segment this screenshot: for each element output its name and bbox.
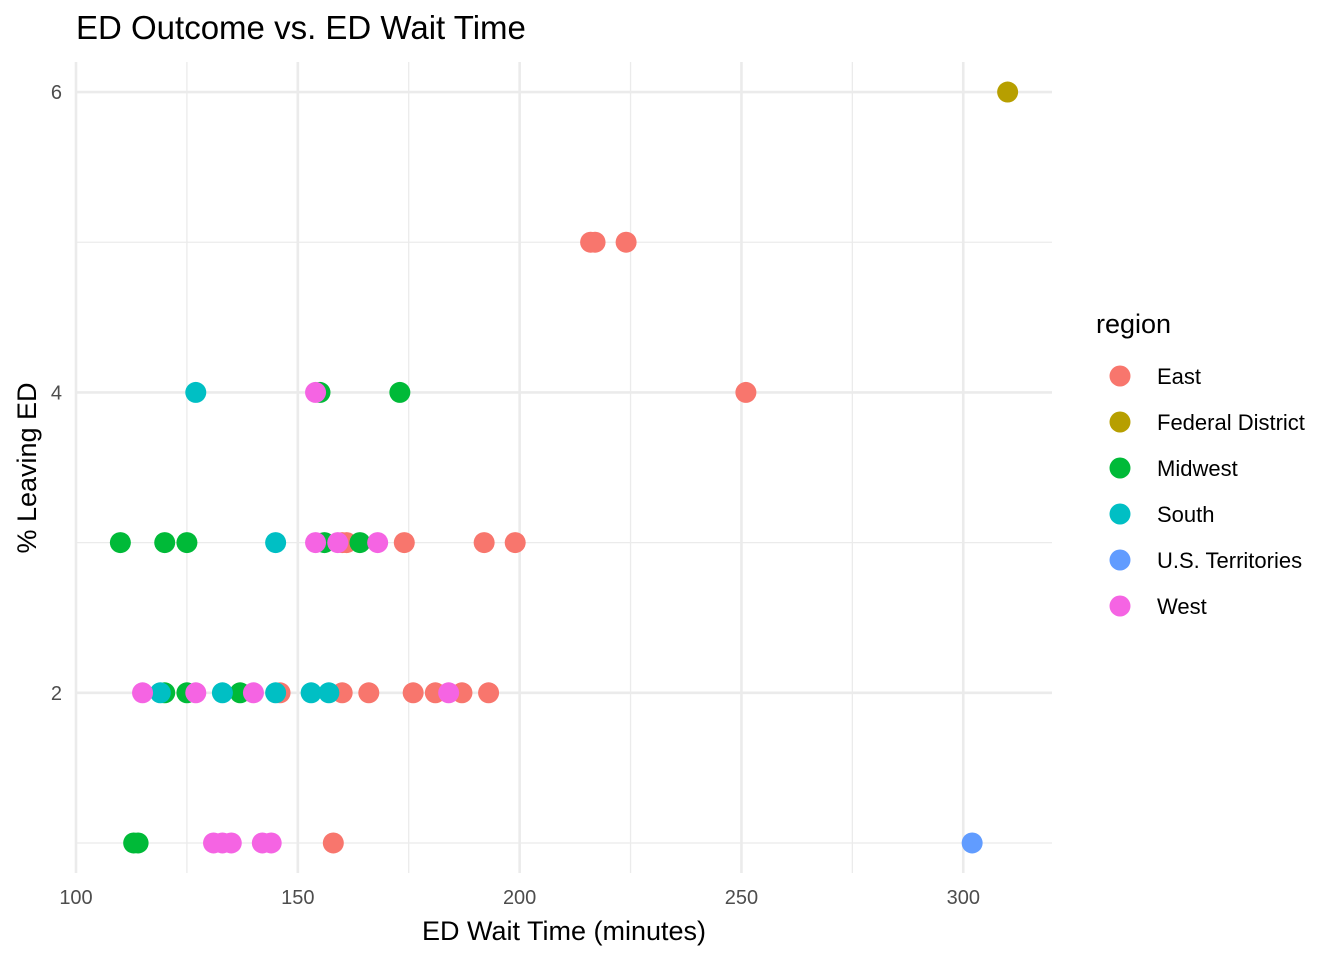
data-point bbox=[402, 682, 424, 704]
data-point bbox=[242, 682, 264, 704]
legend-key bbox=[1109, 549, 1131, 571]
data-points bbox=[109, 81, 1019, 854]
data-point bbox=[615, 231, 637, 253]
legend-label: U.S. Territories bbox=[1157, 548, 1302, 573]
legend-label: East bbox=[1157, 364, 1201, 389]
data-point bbox=[997, 81, 1019, 103]
legend-key bbox=[1109, 365, 1131, 387]
legend-label: Midwest bbox=[1157, 456, 1238, 481]
chart-title: ED Outcome vs. ED Wait Time bbox=[76, 9, 526, 46]
legend-label: South bbox=[1157, 502, 1215, 527]
x-tick-label: 300 bbox=[947, 887, 980, 909]
legend-key bbox=[1109, 411, 1131, 433]
y-axis-ticks: 2 4 6 bbox=[51, 82, 62, 705]
data-point bbox=[127, 832, 149, 854]
legend-label: West bbox=[1157, 594, 1207, 619]
data-point bbox=[478, 682, 500, 704]
data-point bbox=[961, 832, 983, 854]
data-point bbox=[305, 532, 327, 554]
data-point bbox=[220, 832, 242, 854]
data-point bbox=[358, 682, 380, 704]
x-axis-title: ED Wait Time (minutes) bbox=[422, 916, 706, 946]
legend-items: East Federal District Midwest South U.S. Ter… bbox=[1109, 364, 1305, 619]
data-point bbox=[393, 532, 415, 554]
legend-item: U.S. Territories bbox=[1109, 548, 1302, 573]
y-tick-label: 2 bbox=[51, 683, 62, 705]
x-axis-ticks: 100 150 200 250 300 bbox=[59, 887, 980, 909]
data-point bbox=[265, 682, 287, 704]
data-point bbox=[154, 532, 176, 554]
data-point bbox=[300, 682, 322, 704]
legend-title: region bbox=[1096, 309, 1171, 339]
data-point bbox=[389, 381, 411, 403]
x-tick-label: 100 bbox=[59, 887, 92, 909]
y-tick-label: 4 bbox=[51, 382, 62, 404]
data-point bbox=[211, 682, 233, 704]
legend-key bbox=[1109, 457, 1131, 479]
data-point bbox=[305, 381, 327, 403]
data-point bbox=[260, 832, 282, 854]
data-point bbox=[318, 682, 340, 704]
data-point bbox=[367, 532, 389, 554]
legend-key bbox=[1109, 503, 1131, 525]
legend-item: West bbox=[1109, 594, 1207, 619]
data-point bbox=[438, 682, 460, 704]
data-point bbox=[132, 682, 154, 704]
data-point bbox=[735, 381, 757, 403]
data-point bbox=[149, 682, 171, 704]
x-tick-label: 200 bbox=[503, 887, 536, 909]
data-point bbox=[504, 532, 526, 554]
legend-label: Federal District bbox=[1157, 410, 1305, 435]
data-point bbox=[584, 231, 606, 253]
data-point bbox=[349, 532, 371, 554]
grid bbox=[74, 62, 1052, 873]
x-tick-label: 250 bbox=[725, 887, 758, 909]
data-point bbox=[322, 832, 344, 854]
legend-item: East bbox=[1109, 364, 1201, 389]
data-point bbox=[185, 381, 207, 403]
data-point bbox=[473, 532, 495, 554]
data-point bbox=[109, 532, 131, 554]
legend-item: Midwest bbox=[1109, 456, 1238, 481]
data-point bbox=[327, 532, 349, 554]
data-point bbox=[185, 682, 207, 704]
x-tick-label: 150 bbox=[281, 887, 314, 909]
y-tick-label: 6 bbox=[51, 82, 62, 104]
y-axis-title: % Leaving ED bbox=[12, 382, 42, 553]
data-point bbox=[176, 532, 198, 554]
legend-item: Federal District bbox=[1109, 410, 1305, 435]
legend-item: South bbox=[1109, 502, 1215, 527]
legend: region East Federal District Midwest South U… bbox=[1096, 309, 1305, 619]
legend-key bbox=[1109, 595, 1131, 617]
data-point bbox=[265, 532, 287, 554]
